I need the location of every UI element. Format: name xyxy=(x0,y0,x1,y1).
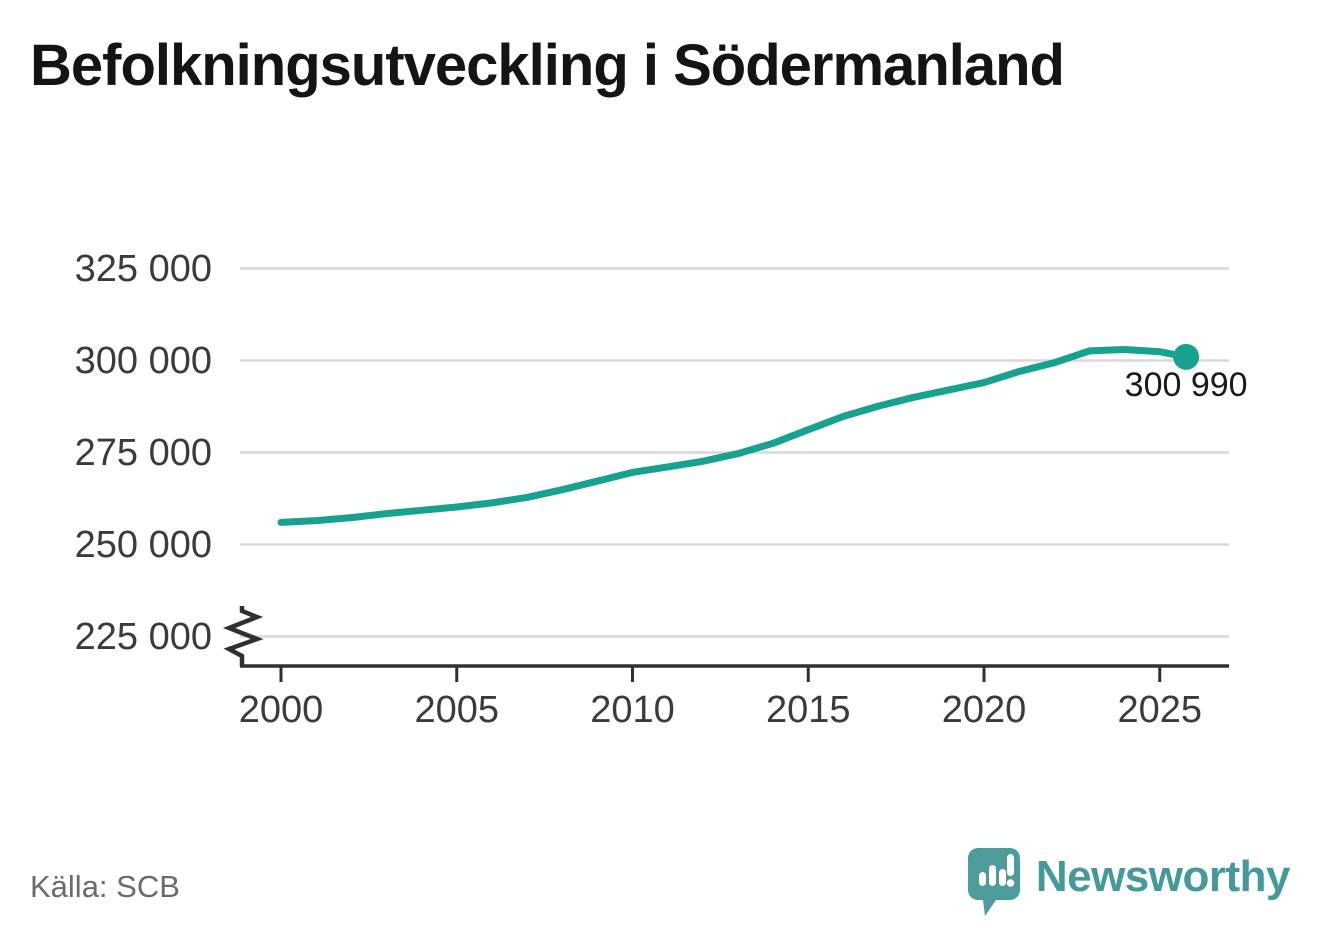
bar-3 xyxy=(998,869,1006,886)
x-tick-label: 2020 xyxy=(941,689,1027,731)
chart-title: Befolkningsutveckling i Södermanland xyxy=(30,33,1065,98)
y-axis-break-icon xyxy=(222,606,264,666)
x-tick-label: 2005 xyxy=(414,689,500,731)
population-line xyxy=(277,346,1190,526)
x-tick-label: 2015 xyxy=(765,689,851,731)
x-tick-label: 2025 xyxy=(1117,689,1203,731)
exclamation-dot xyxy=(1006,879,1015,887)
exclamation-stem xyxy=(1006,854,1014,876)
bar-2 xyxy=(988,865,996,886)
x-tick-label: 2010 xyxy=(590,689,675,731)
last-point-marker xyxy=(1173,343,1200,370)
y-tick-label: 225 000 xyxy=(74,615,212,658)
speech-bubble-bar-chart-icon xyxy=(967,848,1020,916)
y-tick-label: 275 000 xyxy=(74,431,212,474)
last-value-label: 300 990 xyxy=(1124,366,1248,404)
y-tick-label: 325 000 xyxy=(74,247,212,290)
source-caption: Källa: SCB xyxy=(30,869,180,904)
bar-1 xyxy=(978,872,986,886)
y-tick-label: 300 000 xyxy=(74,339,212,382)
brand-name: Newsworthy xyxy=(1035,852,1291,901)
y-tick-label: 250 000 xyxy=(74,523,212,566)
brand-footer: Newsworthy xyxy=(967,844,1291,924)
x-tick-label: 2000 xyxy=(238,689,324,731)
